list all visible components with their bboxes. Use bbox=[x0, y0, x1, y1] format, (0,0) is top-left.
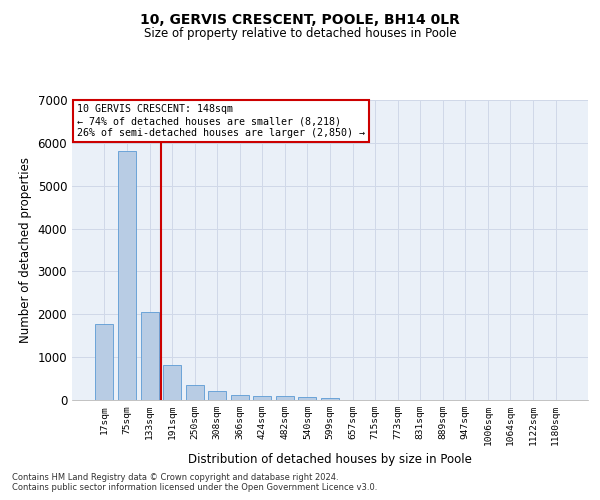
Text: Size of property relative to detached houses in Poole: Size of property relative to detached ho… bbox=[143, 28, 457, 40]
Bar bbox=[185, 385, 204, 400]
Bar bbox=[298, 397, 316, 400]
Bar bbox=[231, 395, 249, 400]
Y-axis label: Number of detached properties: Number of detached properties bbox=[19, 157, 32, 343]
Bar bbox=[276, 396, 294, 400]
Text: 10, GERVIS CRESCENT, POOLE, BH14 0LR: 10, GERVIS CRESCENT, POOLE, BH14 0LR bbox=[140, 12, 460, 26]
Text: Contains HM Land Registry data © Crown copyright and database right 2024.: Contains HM Land Registry data © Crown c… bbox=[12, 472, 338, 482]
Bar bbox=[321, 398, 339, 400]
Text: 10 GERVIS CRESCENT: 148sqm
← 74% of detached houses are smaller (8,218)
26% of s: 10 GERVIS CRESCENT: 148sqm ← 74% of deta… bbox=[77, 104, 365, 138]
Bar bbox=[140, 312, 158, 400]
Bar bbox=[163, 365, 181, 400]
Bar bbox=[253, 396, 271, 400]
Bar bbox=[95, 324, 113, 400]
Bar bbox=[118, 150, 136, 400]
Text: Contains public sector information licensed under the Open Government Licence v3: Contains public sector information licen… bbox=[12, 484, 377, 492]
X-axis label: Distribution of detached houses by size in Poole: Distribution of detached houses by size … bbox=[188, 454, 472, 466]
Bar bbox=[208, 391, 226, 400]
